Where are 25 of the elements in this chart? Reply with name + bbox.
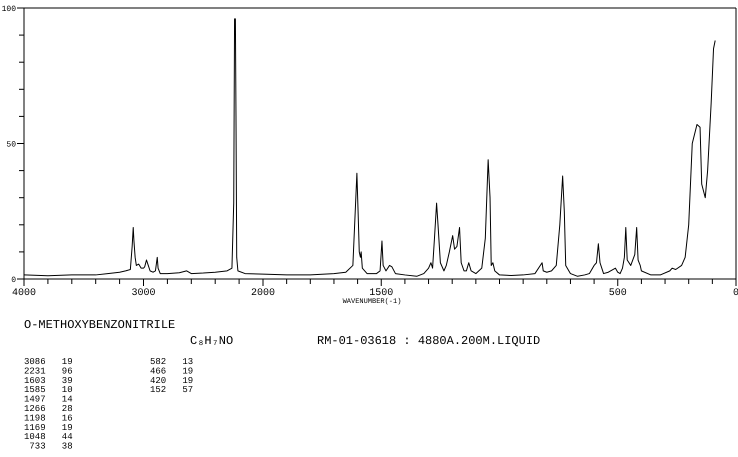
x-tick-label: 500 — [608, 288, 627, 299]
text: 582 13 — [150, 357, 194, 367]
text: 1048 44 — [24, 432, 73, 442]
text: O-METHOXYBENZONITRILE — [24, 318, 176, 332]
x-tick-label: 2000 — [250, 288, 276, 299]
text: 1169 19 — [24, 422, 73, 433]
text: 1497 14 — [24, 394, 73, 405]
y-tick-label: 50 — [6, 140, 16, 150]
text: 420 19 — [150, 376, 194, 386]
x-tick-label: 4000 — [12, 288, 36, 299]
y-tick-label: 0 — [11, 276, 16, 285]
text: 3086 19 — [24, 357, 73, 367]
text: 2231 96 — [24, 366, 73, 376]
x-tick-label: 1500 — [369, 288, 394, 299]
text: 1198 16 — [24, 413, 73, 424]
text: 466 19 — [150, 366, 194, 376]
y-tick-label: 100 — [2, 5, 16, 14]
text: C₈H₇NO — [190, 334, 234, 348]
text: 733 38 — [24, 442, 73, 452]
text: 152 57 — [150, 385, 194, 396]
text: 1603 39 — [24, 376, 73, 386]
text: RM-01-03618 : 4880A.200M.LIQUID — [317, 334, 540, 348]
x-tick-label: 3000 — [131, 288, 156, 299]
text: 1266 28 — [24, 404, 73, 414]
text: 1585 10 — [24, 385, 73, 396]
